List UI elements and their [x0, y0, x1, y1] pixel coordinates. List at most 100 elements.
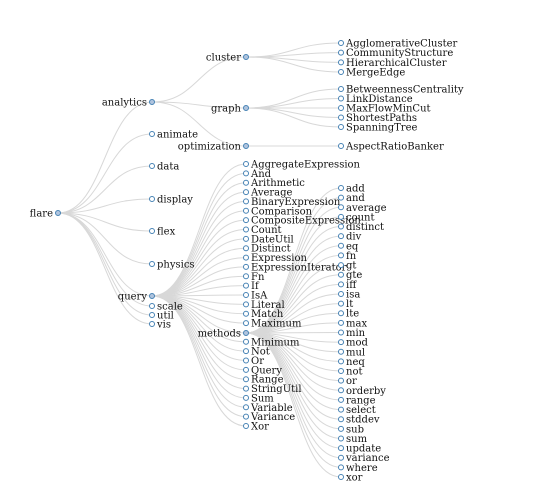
links-group: [57, 42, 342, 478]
node-dot-scale[interactable]: [149, 303, 155, 309]
node-dot-and[interactable]: [338, 194, 344, 201]
node-dot-isa[interactable]: [338, 290, 344, 297]
node-dot-aspect-ratio-banker[interactable]: [338, 143, 344, 149]
node-dot-maximum[interactable]: [243, 320, 249, 327]
node-dot-graph[interactable]: [243, 105, 249, 111]
node-dot-gte[interactable]: [338, 271, 344, 278]
node-dot-betweenness-centrality[interactable]: [338, 86, 344, 92]
link-flex: [57, 212, 153, 232]
node-dot-display[interactable]: [149, 196, 155, 202]
node-dot-is-a[interactable]: [243, 292, 249, 298]
node-dot-orderby[interactable]: [338, 387, 344, 394]
node-dot-agglomerative-cluster[interactable]: [338, 40, 344, 46]
node-dot-div[interactable]: [338, 233, 344, 240]
node-dot-variance[interactable]: [338, 454, 344, 461]
node-dot-expression[interactable]: [243, 254, 249, 261]
node-dot-community-structure[interactable]: [338, 49, 344, 56]
node-dot-match[interactable]: [243, 310, 249, 317]
node-label-match: Match: [251, 309, 284, 320]
node-dot-merge-edge[interactable]: [338, 69, 344, 75]
node-dot-arithmetic[interactable]: [243, 179, 249, 186]
node-dot-expression-iterator[interactable]: [243, 263, 249, 270]
node-dot-vis[interactable]: [149, 321, 155, 327]
node-label-optimization: optimization: [178, 142, 242, 153]
node-dot-neq[interactable]: [338, 358, 344, 365]
node-dot-where[interactable]: [338, 464, 344, 471]
node-dot-update[interactable]: [338, 445, 344, 452]
node-label-hierarchical-cluster: HierarchicalCluster: [346, 58, 447, 69]
node-dot-max-flow-min-cut[interactable]: [338, 105, 344, 111]
node-dot-not[interactable]: [338, 368, 344, 375]
node-dot-minimum[interactable]: [243, 338, 249, 345]
node-dot-literal[interactable]: [243, 301, 249, 308]
node-dot-mod[interactable]: [338, 339, 344, 346]
node-dot-spanning-tree[interactable]: [338, 124, 344, 130]
node-dot-binary-expression[interactable]: [243, 198, 249, 205]
node-dot-lte[interactable]: [338, 310, 344, 317]
node-dot-physics[interactable]: [149, 261, 155, 267]
node-label-neq: neq: [346, 357, 365, 368]
node-dot-xor[interactable]: [243, 423, 249, 429]
node-dot-not[interactable]: [243, 348, 249, 355]
node-dot-eq[interactable]: [338, 242, 344, 249]
node-dot-analytics[interactable]: [149, 99, 155, 105]
node-dot-cluster[interactable]: [243, 54, 249, 60]
node-dot-hierarchical-cluster[interactable]: [338, 59, 344, 66]
node-dot-count[interactable]: [338, 213, 344, 220]
node-dot-variance[interactable]: [243, 413, 249, 420]
link-spanning-tree: [245, 107, 342, 128]
node-label-min: min: [346, 328, 366, 339]
node-dot-mul[interactable]: [338, 348, 344, 355]
node-dot-distinct[interactable]: [243, 245, 249, 252]
node-dot-sub[interactable]: [338, 425, 344, 432]
node-dot-fn[interactable]: [243, 273, 249, 280]
node-dot-range[interactable]: [243, 376, 249, 383]
node-dot-lt[interactable]: [338, 300, 344, 307]
node-dot-add[interactable]: [338, 185, 344, 191]
link-query: [57, 212, 153, 297]
node-dot-string-util[interactable]: [243, 385, 249, 392]
node-label-link-distance: LinkDistance: [346, 94, 413, 105]
node-dot-query[interactable]: [149, 293, 155, 299]
node-dot-average[interactable]: [243, 189, 249, 196]
node-label-max-flow-min-cut: MaxFlowMinCut: [346, 104, 431, 115]
node-dot-average[interactable]: [338, 204, 344, 211]
node-dot-query[interactable]: [243, 366, 249, 373]
node-dot-date-util[interactable]: [243, 235, 249, 242]
node-dot-methods[interactable]: [243, 330, 249, 336]
node-dot-select[interactable]: [338, 406, 344, 413]
node-dot-shortest-paths[interactable]: [338, 114, 344, 121]
node-dot-xor[interactable]: [338, 474, 344, 480]
node-dot-max[interactable]: [338, 319, 344, 326]
node-dot-comparison[interactable]: [243, 207, 249, 214]
node-dot-count[interactable]: [243, 226, 249, 233]
node-dot-composite-expression[interactable]: [243, 217, 249, 224]
node-label-community-structure: CommunityStructure: [346, 48, 453, 59]
node-dot-link-distance[interactable]: [338, 95, 344, 102]
node-dot-fn[interactable]: [338, 252, 344, 259]
node-dot-flex[interactable]: [149, 228, 155, 234]
node-dot-distinct[interactable]: [338, 223, 344, 230]
node-dot-gt[interactable]: [338, 262, 344, 269]
node-label-range: range: [346, 395, 376, 406]
node-dot-if[interactable]: [243, 282, 249, 289]
node-dot-and[interactable]: [243, 170, 249, 177]
node-dot-animate[interactable]: [149, 131, 155, 137]
node-dot-util[interactable]: [149, 312, 155, 318]
node-label-expression: Expression: [251, 253, 308, 264]
node-dot-data[interactable]: [149, 163, 155, 169]
node-dot-range[interactable]: [338, 396, 344, 403]
node-dot-or[interactable]: [243, 357, 249, 364]
node-label-sub: sub: [346, 424, 364, 435]
node-dot-sum[interactable]: [338, 435, 344, 442]
node-dot-aggregate-expression[interactable]: [243, 161, 249, 167]
node-dot-min[interactable]: [338, 329, 344, 336]
node-dot-sum[interactable]: [243, 394, 249, 401]
node-dot-or[interactable]: [338, 377, 344, 384]
node-dot-iff[interactable]: [338, 281, 344, 288]
node-dot-stddev[interactable]: [338, 416, 344, 423]
node-dot-variable[interactable]: [243, 404, 249, 411]
node-label-agglomerative-cluster: AgglomerativeCluster: [345, 39, 458, 50]
node-dot-optimization[interactable]: [243, 143, 249, 149]
node-dot-flare[interactable]: [55, 210, 61, 216]
